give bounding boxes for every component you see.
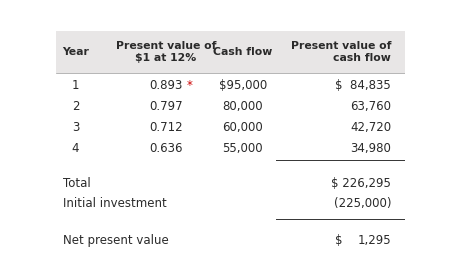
Text: Cash flow: Cash flow — [213, 47, 272, 57]
Text: 4: 4 — [72, 142, 79, 155]
Text: 2: 2 — [72, 100, 79, 113]
Text: 55,000: 55,000 — [222, 142, 263, 155]
Text: Present value of
$1 at 12%: Present value of $1 at 12% — [116, 41, 216, 63]
Text: 1,295: 1,295 — [357, 234, 391, 247]
Text: 0.797: 0.797 — [149, 100, 183, 113]
Text: 34,980: 34,980 — [350, 142, 391, 155]
Text: $95,000: $95,000 — [219, 79, 267, 92]
Text: Present value of
cash flow: Present value of cash flow — [291, 41, 391, 63]
FancyBboxPatch shape — [56, 31, 405, 74]
Text: $ 226,295: $ 226,295 — [331, 177, 391, 190]
Text: 1: 1 — [72, 79, 79, 92]
Text: 80,000: 80,000 — [222, 100, 263, 113]
Text: 42,720: 42,720 — [350, 121, 391, 134]
Text: 0.893: 0.893 — [149, 79, 183, 92]
Text: Year: Year — [62, 47, 89, 57]
Text: $  84,835: $ 84,835 — [335, 79, 391, 92]
Text: *: * — [187, 79, 193, 92]
Text: 0.636: 0.636 — [149, 142, 183, 155]
Text: Total: Total — [63, 177, 91, 190]
Text: 3: 3 — [72, 121, 79, 134]
Text: $: $ — [335, 234, 343, 247]
Text: 60,000: 60,000 — [222, 121, 263, 134]
Text: Initial investment: Initial investment — [63, 197, 167, 209]
Text: Net present value: Net present value — [63, 234, 169, 247]
Text: (225,000): (225,000) — [333, 197, 391, 209]
Text: 63,760: 63,760 — [350, 100, 391, 113]
Text: 0.712: 0.712 — [149, 121, 183, 134]
